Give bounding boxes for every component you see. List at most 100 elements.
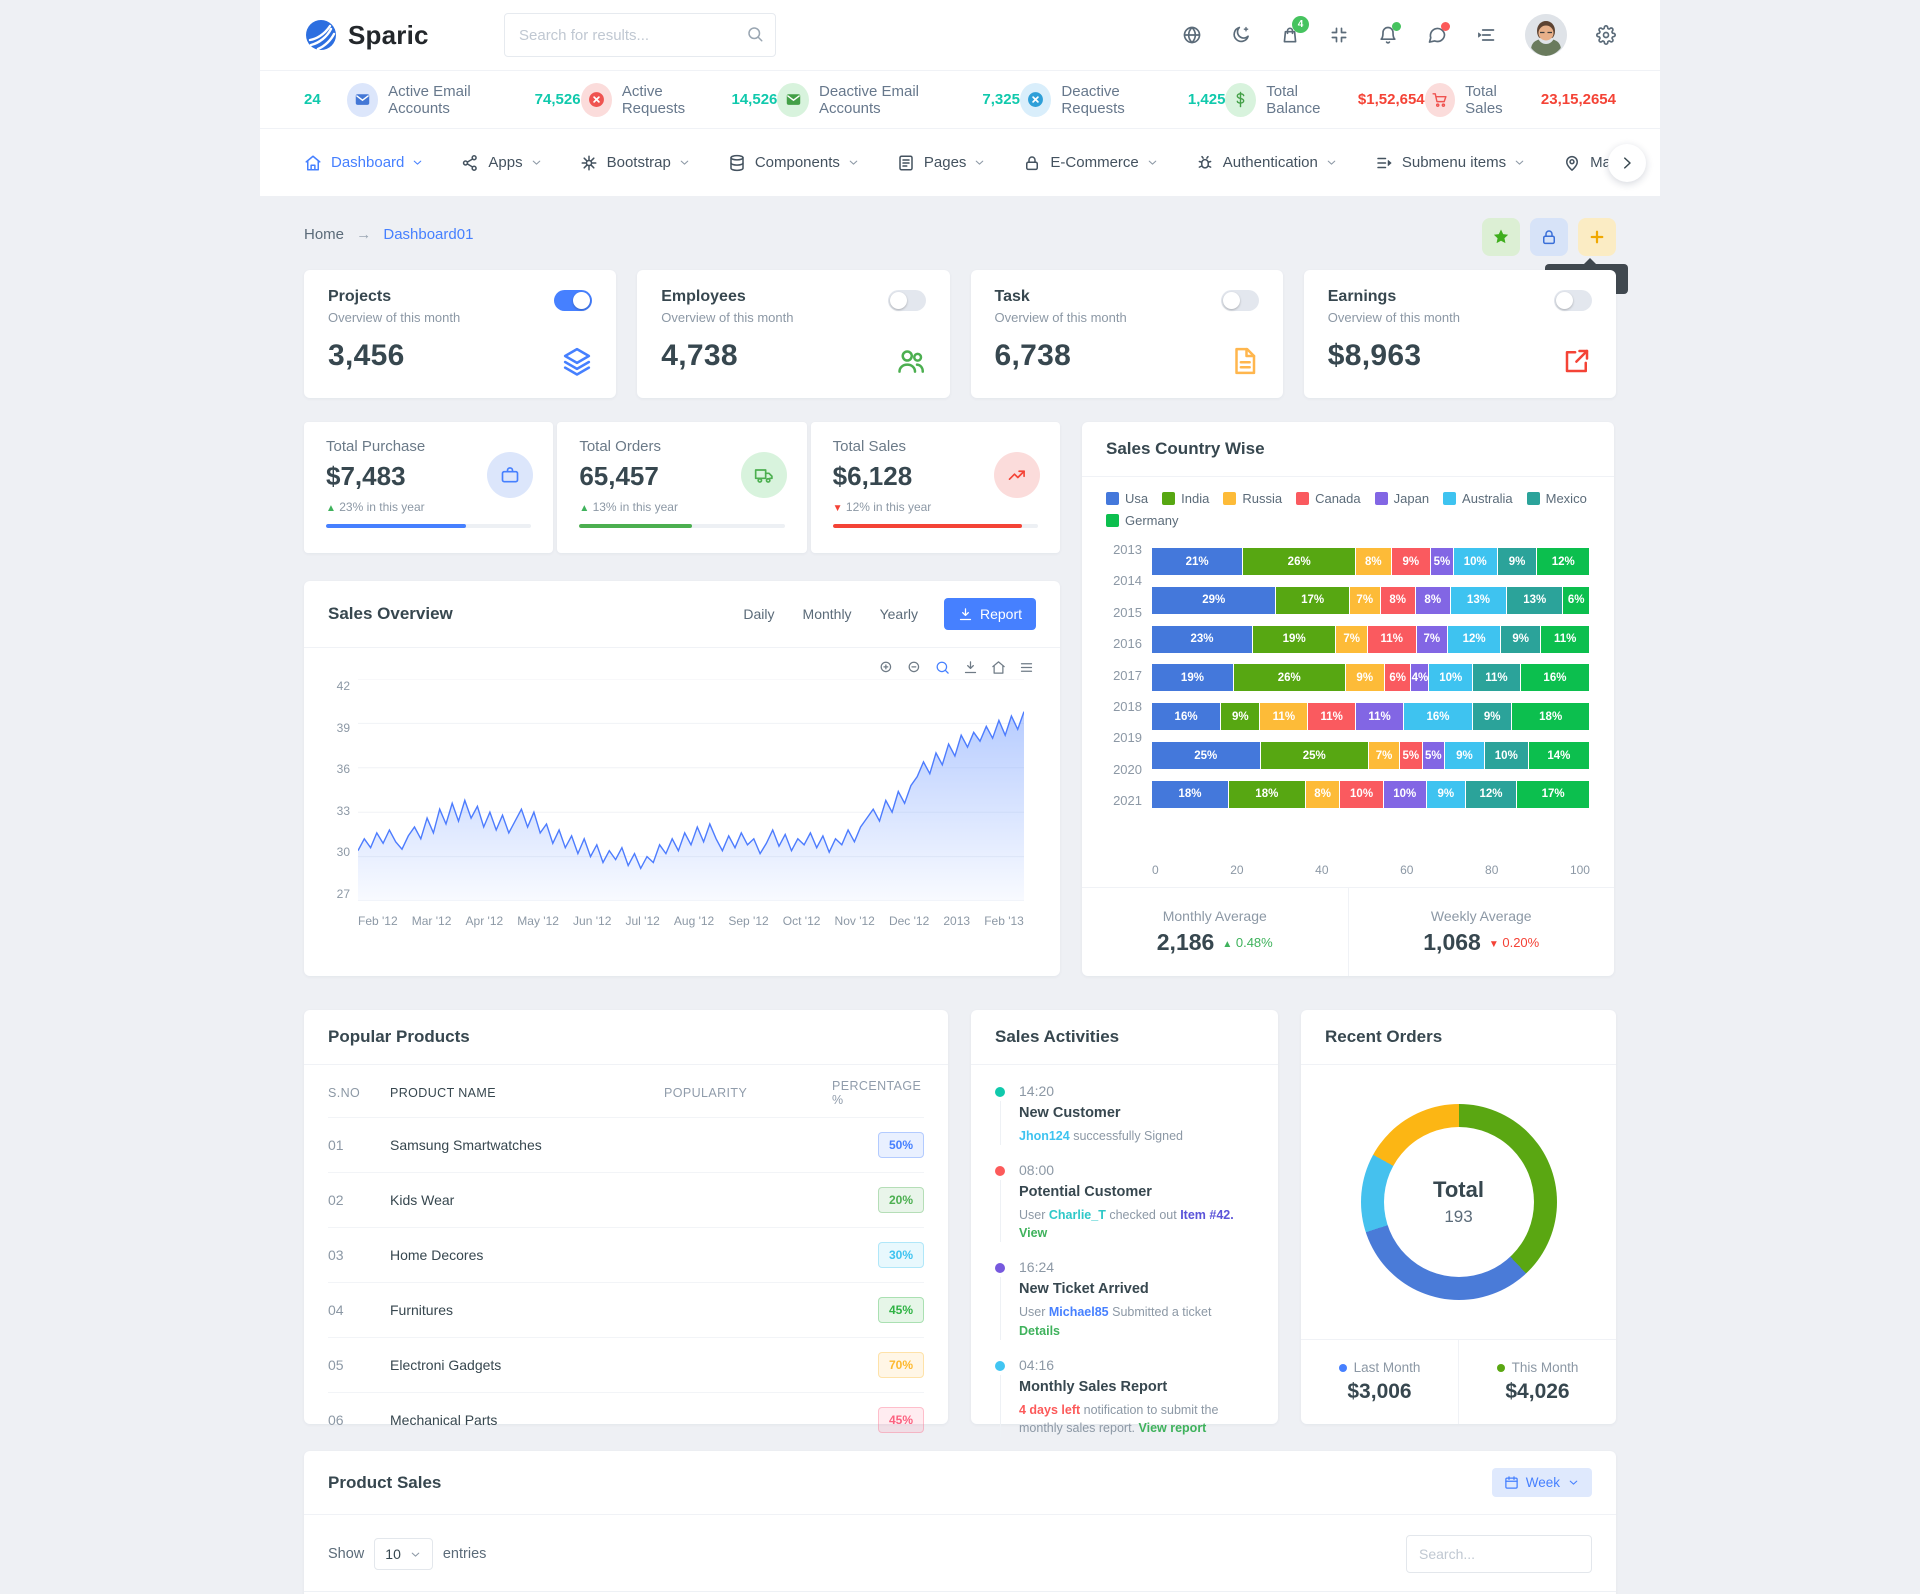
product-name: Furnitures xyxy=(390,1302,454,1318)
nav-item-apps[interactable]: Apps xyxy=(461,154,542,172)
selection-zoom-icon[interactable] xyxy=(935,660,950,675)
bar-segment: 8% xyxy=(1415,586,1451,614)
nav-item-submenu-items[interactable]: Submenu items xyxy=(1375,154,1526,172)
gear-icon[interactable] xyxy=(1596,25,1616,45)
bar-segment: 23% xyxy=(1152,625,1253,653)
zoom-out-icon[interactable] xyxy=(907,660,922,675)
product-sales-header: Product Sales Week xyxy=(304,1451,1616,1515)
product-row: 04 Furnitures 45% xyxy=(328,1282,924,1337)
activity-time: 14:20 xyxy=(1019,1083,1055,1099)
week-filter-button[interactable]: Week xyxy=(1491,1468,1592,1497)
nav-item-pages[interactable]: Pages xyxy=(897,154,987,172)
legend-item[interactable]: Usa xyxy=(1106,491,1148,506)
statsbar-item: Deactive Requests 1,425 xyxy=(1019,82,1225,117)
nav-items: Dashboard Apps Bootstrap Components Page… xyxy=(304,154,1660,172)
search-icon[interactable] xyxy=(746,25,764,43)
bell-icon[interactable] xyxy=(1378,22,1401,45)
zoom-in-icon[interactable] xyxy=(879,660,894,675)
entries-select[interactable]: 10 xyxy=(374,1538,433,1570)
card-toggle[interactable] xyxy=(1220,290,1259,311)
table-search-input[interactable] xyxy=(1406,1535,1592,1573)
nav-scroll-right-button[interactable] xyxy=(1608,144,1646,182)
tab-daily[interactable]: Daily xyxy=(743,606,775,622)
nav-item-authentication[interactable]: Authentication xyxy=(1196,154,1338,172)
legend-item[interactable]: Russia xyxy=(1223,491,1282,506)
bar-segment: 26% xyxy=(1233,664,1346,692)
nav-item-e-commerce[interactable]: E-Commerce xyxy=(1023,154,1158,172)
stat-card-projects: Projects Overview of this month 3,456 xyxy=(304,270,617,398)
briefcase-icon xyxy=(487,452,534,498)
moon-icon[interactable] xyxy=(1231,25,1251,45)
nav-item-components[interactable]: Components xyxy=(728,154,860,172)
compress-icon[interactable] xyxy=(1329,25,1349,45)
percentage-badge: 45% xyxy=(832,1407,924,1433)
card-toggle[interactable] xyxy=(554,290,593,311)
sales-overview-tabs: Daily Monthly Yearly xyxy=(743,606,918,622)
bar-segment: 29% xyxy=(1152,586,1277,614)
brand[interactable]: Sparic xyxy=(304,18,504,52)
legend-item[interactable]: Germany xyxy=(1106,513,1178,528)
bar-segment: 9% xyxy=(1391,548,1432,575)
card-toggle[interactable] xyxy=(1554,290,1592,311)
bar-segment: 14% xyxy=(1528,742,1590,770)
bar-segment: 9% xyxy=(1221,703,1261,731)
bag-icon[interactable]: 4 xyxy=(1280,16,1309,45)
statsbar-item: Active Requests 14,526 xyxy=(580,82,777,117)
legend-item[interactable]: Canada xyxy=(1296,491,1361,506)
bar-segment: 21% xyxy=(1152,548,1244,575)
download-icon[interactable] xyxy=(963,660,978,675)
report-button[interactable]: Report xyxy=(943,598,1036,630)
legend-item[interactable]: Japan xyxy=(1374,491,1429,506)
chevron-down-icon xyxy=(409,1548,422,1561)
stacked-bar: 16% 9% 11% 11% 11% 16% 9% 18% xyxy=(1152,703,1590,731)
popular-products-title: Popular Products xyxy=(328,1027,470,1046)
favorite-button[interactable] xyxy=(1482,218,1520,256)
legend-swatch xyxy=(1223,492,1237,505)
align-icon[interactable] xyxy=(1476,25,1496,45)
chevron-down-icon xyxy=(973,156,986,169)
year-label: 2016 xyxy=(1113,636,1142,652)
x-tick: Jun '12 xyxy=(573,914,612,928)
mini-cards: Total Purchase $7,483 23% in this year T… xyxy=(304,422,1060,553)
x-tick: 60 xyxy=(1400,863,1414,877)
legend-item[interactable]: India xyxy=(1162,491,1209,506)
user-avatar[interactable] xyxy=(1525,14,1567,56)
activity-time: 08:00 xyxy=(1019,1162,1055,1179)
mini-value: 65,457 xyxy=(579,461,659,491)
percentage-badge: 30% xyxy=(832,1242,924,1268)
chevron-down-icon xyxy=(1325,156,1338,169)
activity-dot xyxy=(995,1263,1005,1274)
tab-yearly[interactable]: Yearly xyxy=(879,606,918,622)
breadcrumb-current[interactable]: Dashboard01 xyxy=(383,226,474,243)
tab-monthly[interactable]: Monthly xyxy=(802,606,852,622)
reset-icon[interactable] xyxy=(991,660,1006,675)
stacked-bar: 29% 17% 7% 8% 8% 13% 13% 6% xyxy=(1152,586,1590,614)
lock-button[interactable] xyxy=(1530,218,1568,256)
stats-count: 24 xyxy=(304,91,321,108)
product-number: 05 xyxy=(328,1357,344,1373)
bar-segment: 4% xyxy=(1411,664,1430,692)
add-new-button[interactable] xyxy=(1578,218,1616,256)
product-name: Samsung Smartwatches xyxy=(390,1137,542,1153)
chat-icon[interactable] xyxy=(1427,22,1450,45)
globe-icon[interactable] xyxy=(1182,25,1202,45)
legend-item[interactable]: Australia xyxy=(1443,491,1513,506)
activity-item: 04:16 Monthly Sales Report 4 days left n… xyxy=(995,1357,1254,1437)
legend-item[interactable]: Mexico xyxy=(1526,491,1587,506)
card-toggle[interactable] xyxy=(887,290,926,311)
bar-segment: 11% xyxy=(1541,625,1591,653)
nav-item-bootstrap[interactable]: Bootstrap xyxy=(580,154,691,172)
nav-item-dashboard[interactable]: Dashboard xyxy=(304,154,424,172)
activity-dot xyxy=(995,1360,1005,1371)
chevron-down-icon xyxy=(678,156,691,169)
sales-activities-list: 14:20 New Customer Jhon124 successfully … xyxy=(971,1065,1278,1437)
donut-total-label: Total xyxy=(1433,1177,1484,1202)
plus-icon xyxy=(1588,228,1606,246)
x-tick: Feb '12 xyxy=(358,914,398,928)
mini-card: Total Sales $6,128 12% in this year xyxy=(810,422,1060,553)
search-input[interactable] xyxy=(504,13,776,57)
menu-icon[interactable] xyxy=(1019,660,1034,675)
breadcrumb-home[interactable]: Home xyxy=(304,226,345,243)
activity-title: Monthly Sales Report xyxy=(1019,1378,1168,1395)
mini-progress xyxy=(579,524,785,528)
